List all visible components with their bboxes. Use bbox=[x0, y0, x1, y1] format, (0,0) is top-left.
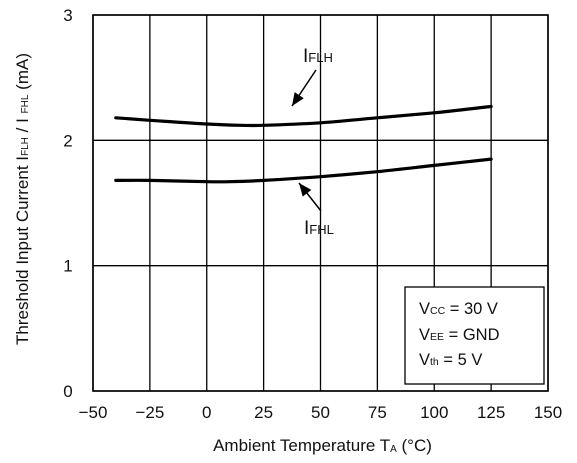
series-label-iflh-text: IFLH bbox=[303, 46, 333, 67]
series-line-iflh bbox=[114, 104, 493, 128]
series-label-iflh-sub: FLH bbox=[308, 50, 333, 65]
x-axis-title-main: Ambient Temperature T bbox=[213, 436, 390, 455]
x-tick-label-6: 100 bbox=[420, 403, 448, 422]
y-tick-label-1: 1 bbox=[63, 257, 72, 276]
x-axis-title-subscript: A bbox=[390, 444, 397, 455]
series-label-ifhl-text: IFHL bbox=[304, 218, 334, 239]
x-tick-label-7: 125 bbox=[477, 403, 505, 422]
conditions-box: VCC = 30 V VEE = GND Vth = 5 V bbox=[404, 286, 545, 385]
x-tick-label-8: 150 bbox=[534, 403, 562, 422]
x-tick-label-0: −50 bbox=[79, 403, 108, 422]
x-tick-label-3: 25 bbox=[254, 403, 273, 422]
condition-vcc: VCC = 30 V bbox=[419, 300, 498, 318]
series-label-ifhl-main: I bbox=[304, 218, 309, 239]
x-tick-label-4: 50 bbox=[311, 403, 330, 422]
y-axis-title-unit: (mA) bbox=[13, 53, 32, 95]
x-axis-title: Ambient Temperature TA (°C) bbox=[213, 436, 432, 455]
series-label-iflh: IFLH bbox=[291, 46, 333, 107]
plot-area-frame bbox=[92, 14, 549, 392]
y-axis-title: Threshold Input Current IFLH / I FHL (mA… bbox=[13, 53, 32, 345]
y-axis-title-subscript-1: FLH bbox=[20, 137, 31, 156]
y-tick-label-2: 2 bbox=[63, 131, 72, 150]
y-tick-label-3: 3 bbox=[63, 6, 72, 25]
x-tick-label-5: 75 bbox=[368, 403, 387, 422]
y-axis-title-separator: / I bbox=[13, 113, 32, 137]
data-curves bbox=[114, 104, 493, 184]
condition-vth: Vth = 5 V bbox=[419, 351, 482, 369]
series-line-ifhl bbox=[114, 157, 493, 184]
series-label-ifhl: IFHL bbox=[298, 182, 334, 239]
x-tick-label-1: −25 bbox=[135, 403, 164, 422]
y-axis-title-main: Threshold Input Current I bbox=[13, 156, 32, 345]
series-arrowhead-ifhl bbox=[299, 183, 312, 197]
condition-vee: VEE = GND bbox=[419, 326, 500, 344]
x-axis-title-unit: (°C) bbox=[397, 436, 432, 455]
x-tick-label-2: 0 bbox=[202, 403, 211, 422]
y-axis-title-subscript-2: FHL bbox=[20, 94, 31, 113]
tick-labels: −50 −25 0 25 50 75 100 125 150 0 1 2 3 bbox=[63, 6, 562, 422]
series-label-ifhl-sub: FHL bbox=[309, 222, 334, 237]
series-label-iflh-main: I bbox=[303, 46, 308, 67]
series-arrowhead-iflh bbox=[292, 92, 304, 106]
y-tick-label-0: 0 bbox=[63, 382, 72, 401]
conditions-box-frame bbox=[404, 286, 545, 385]
